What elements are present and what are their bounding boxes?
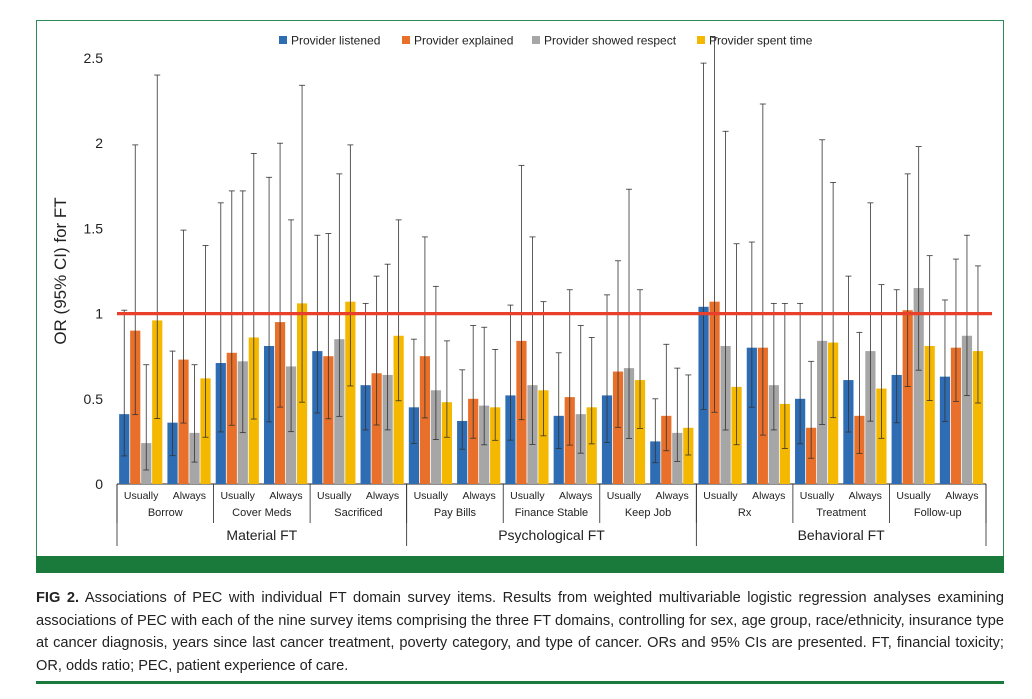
bar-provider-explained — [950, 347, 962, 484]
legend-label: Provider explained — [414, 34, 513, 48]
x-tick-label: Always — [366, 490, 399, 502]
legend-label: Provider spent time — [709, 34, 813, 48]
legend-swatch — [402, 36, 410, 44]
bar-provider-listened — [408, 407, 420, 484]
bar-provider-spent-time — [490, 407, 501, 484]
group-label: Cover Meds — [232, 507, 292, 519]
group-label: Borrow — [148, 507, 183, 519]
bottom-rule — [36, 681, 1004, 684]
x-tick-label: Always — [752, 490, 785, 502]
x-tick-label: Always — [849, 490, 882, 502]
x-tick-label: Usually — [703, 490, 738, 502]
domain-label: Behavioral FT — [798, 527, 886, 543]
bar-provider-spent-time — [924, 345, 935, 484]
bar-provider-listened — [553, 415, 564, 484]
bar-provider-spent-time — [683, 427, 694, 484]
bar-provider-explained — [468, 398, 479, 484]
bar-provider-explained — [612, 371, 624, 484]
bar-provider-listened — [360, 385, 371, 484]
bar-provider-listened — [746, 347, 757, 484]
x-tick-label: Usually — [607, 490, 642, 502]
y-tick-label: 0 — [95, 476, 103, 492]
bar-provider-listened — [312, 351, 323, 484]
bar-provider-spent-time — [586, 407, 597, 484]
legend-swatch — [279, 36, 287, 44]
y-tick-label: 1.5 — [84, 220, 104, 236]
group-label: Finance Stable — [515, 507, 588, 519]
x-tick-label: Always — [559, 490, 592, 502]
x-tick-label: Always — [269, 490, 302, 502]
y-tick-label: 2 — [95, 135, 103, 151]
x-tick-label: Always — [462, 490, 495, 502]
bar-provider-spent-time — [393, 335, 404, 484]
chart: Provider listened Provider explained Provi… — [51, 34, 992, 546]
group-label: Treatment — [816, 507, 866, 519]
bar-provider-spent-time — [634, 380, 646, 484]
x-tick-label: Usually — [800, 490, 835, 502]
group-label: Pay Bills — [434, 507, 477, 519]
x-tick-label: Usually — [510, 490, 545, 502]
y-tick-label: 2.5 — [84, 50, 104, 66]
bar-provider-showed-respect — [961, 335, 973, 484]
x-tick-label: Always — [173, 490, 206, 502]
group-label: Sacrificed — [334, 507, 382, 519]
caption-text: Associations of PEC with individual FT d… — [36, 590, 1005, 674]
chart-legend: Provider listened Provider explained Provi… — [279, 34, 813, 48]
bar-provider-explained — [371, 373, 382, 484]
bar-provider-spent-time — [441, 402, 453, 484]
y-axis-ticks: 0 0.5 1 1.5 2 2.5 — [84, 50, 986, 492]
y-axis-label: OR (95% CI) for FT — [51, 197, 70, 344]
bar-provider-explained — [419, 356, 431, 484]
domain-label: Material FT — [226, 527, 297, 543]
x-tick-label: Always — [945, 490, 978, 502]
x-tick-label: Usually — [414, 490, 449, 502]
x-axis: Usually Always Usually Always Usually Always U… — [116, 484, 987, 546]
x-tick-label: Always — [656, 490, 689, 502]
bar-provider-listened — [939, 376, 951, 484]
group-label: Rx — [738, 507, 752, 519]
bar-provider-spent-time — [972, 351, 984, 484]
bar-provider-listened — [457, 420, 468, 484]
legend-label: Provider listened — [291, 34, 380, 48]
x-tick-label: Usually — [896, 490, 931, 502]
x-tick-label: Usually — [124, 490, 159, 502]
legend-swatch — [697, 36, 705, 44]
bar-marks — [119, 288, 984, 484]
bar-provider-showed-respect — [913, 288, 924, 484]
domain-label: Psychological FT — [498, 527, 605, 543]
bar-provider-explained — [323, 356, 334, 484]
group-label: Keep Job — [625, 507, 671, 519]
figure-caption: FIG 2. Associations of PEC with individu… — [36, 587, 1004, 677]
bar-provider-spent-time — [345, 301, 356, 484]
bar-provider-showed-respect — [768, 385, 779, 484]
x-tick-label: Usually — [220, 490, 255, 502]
bar-provider-spent-time — [538, 390, 549, 484]
figure-bottom-band — [36, 556, 1004, 573]
x-tick-label: Usually — [317, 490, 352, 502]
caption-label: FIG 2. — [36, 590, 80, 606]
y-tick-label: 1 — [95, 306, 103, 322]
bar-provider-listened — [891, 374, 902, 484]
group-label: Follow-up — [914, 507, 962, 519]
legend-swatch — [532, 36, 540, 44]
legend-label: Provider showed respect — [544, 34, 677, 48]
y-tick-label: 0.5 — [84, 391, 104, 407]
bar-provider-explained — [902, 310, 913, 484]
